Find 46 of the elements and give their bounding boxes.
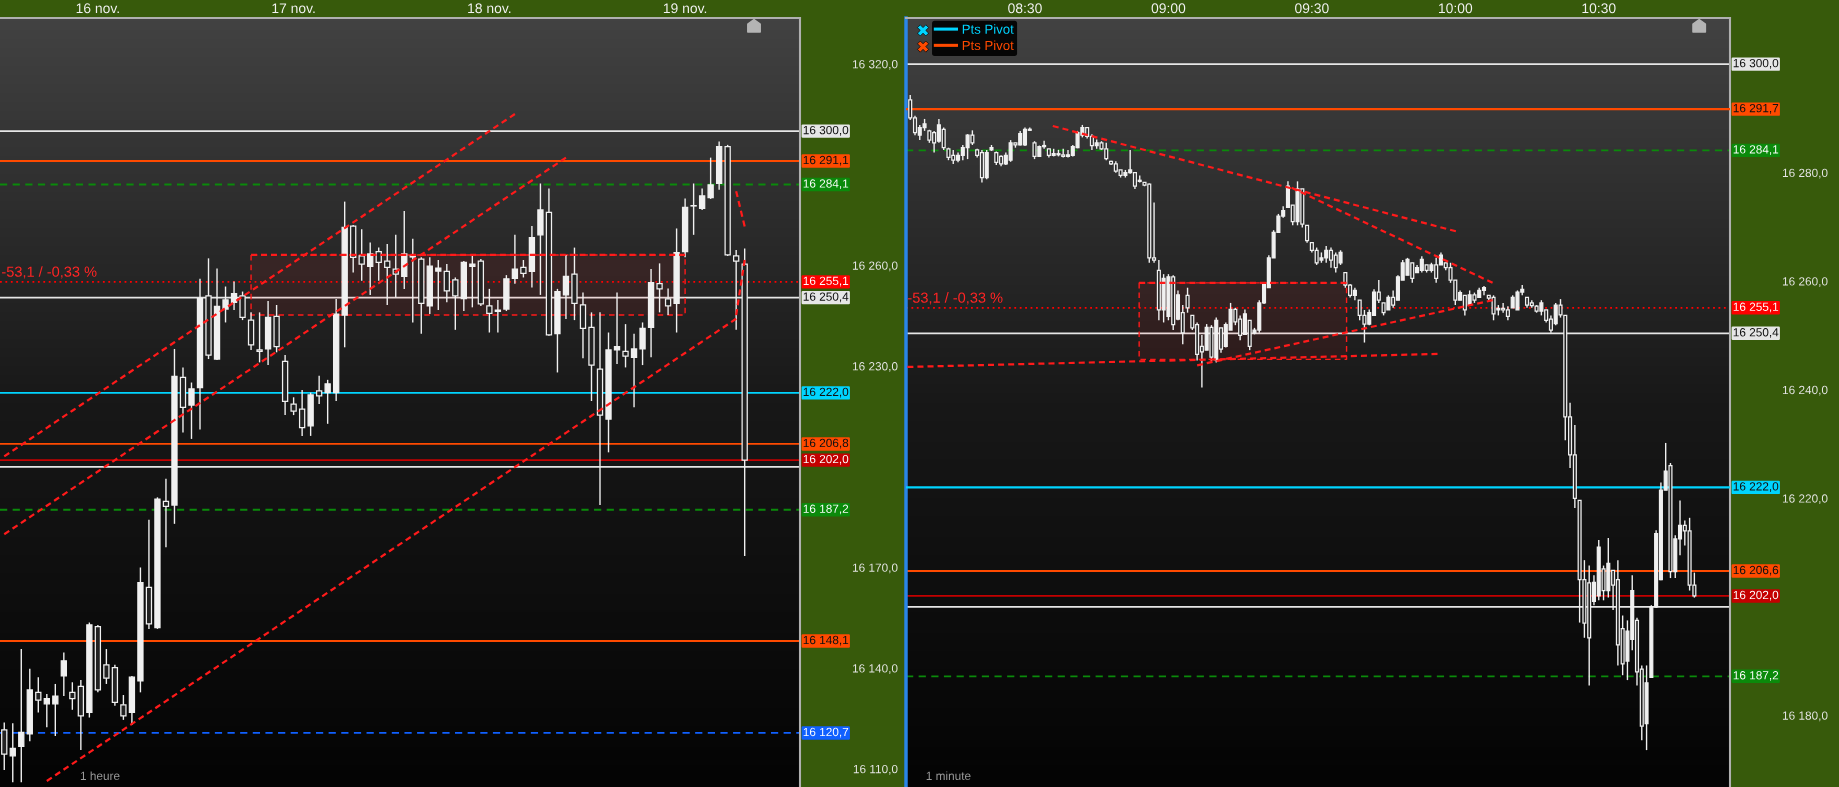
y-tick-label: 16 320,0 [852,60,898,70]
y-tick-label: 16 220,0 [1782,494,1828,505]
data-label: 16 291,7 [1733,103,1779,114]
ref-line-label: 16 255,1 [1733,302,1779,313]
x-tick-label: 19 nov. [663,3,707,14]
y-tick-label: 16 170,0 [852,563,898,574]
ref-line-label: 16 187,2 [803,504,849,515]
x-tick-label: 16 nov. [76,3,119,14]
ref-line-label: 16 202,0 [803,454,849,465]
ref-line-label: 16 300,0 [803,125,849,136]
x-tick-label: 09:30 [1295,3,1329,14]
y-tick-label: 16 180,0 [1782,711,1828,722]
y-tick-label: 16 140,0 [852,664,898,674]
ref-line-label: 16 120,7 [803,727,849,738]
x-tick-label: 09:00 [1151,3,1186,14]
ref-line-label: 16 187,2 [1733,671,1779,681]
annotation: -53,1 / -0,33 % [908,292,1003,305]
ref-line-label: 16 206,8 [803,438,849,449]
ref-line-label: 16 250,4 [1733,328,1779,338]
annotation: 1 minute [926,771,971,781]
x-tick-label: 18 nov. [468,3,511,14]
annotation: -53,1 / -0,33 % [2,266,97,279]
ref-line-label: 16 250,4 [803,292,849,303]
ref-line-label: 16 284,1 [803,179,849,190]
y-tick-label: 16 260,0 [1782,277,1828,287]
ref-line-label: 16 202,0 [1733,590,1779,601]
legend-label: Pts Pivot [962,24,1014,34]
legend-label: Pts Pivot [962,40,1014,51]
ref-line-label: 16 206,6 [1733,565,1779,576]
ref-line-label: 16 222,0 [803,387,849,398]
ref-line-label: 16 284,1 [1733,145,1779,155]
y-tick-label: 16 280,0 [1782,168,1828,179]
y-tick-label: 16 230,0 [852,362,898,372]
y-tick-label: 16 240,0 [1782,385,1828,396]
ref-line-label: 16 300,0 [1733,58,1779,69]
y-tick-label: 16 110,0 [853,764,898,775]
annotation: 1 heure [80,771,120,781]
x-tick-label: 08:30 [1008,3,1042,14]
x-tick-label: 17 nov. [272,3,315,14]
ref-line-label: 16 148,1 [803,635,849,646]
x-tick-label: 10:00 [1438,3,1473,14]
x-tick-label: 10:30 [1582,3,1616,14]
y-tick-label: 16 260,0 [852,261,898,272]
ref-line-label: 16 255,1 [803,276,849,287]
ref-line-label: 16 291,1 [803,155,849,166]
data-label: 16 222,0 [1733,482,1779,492]
